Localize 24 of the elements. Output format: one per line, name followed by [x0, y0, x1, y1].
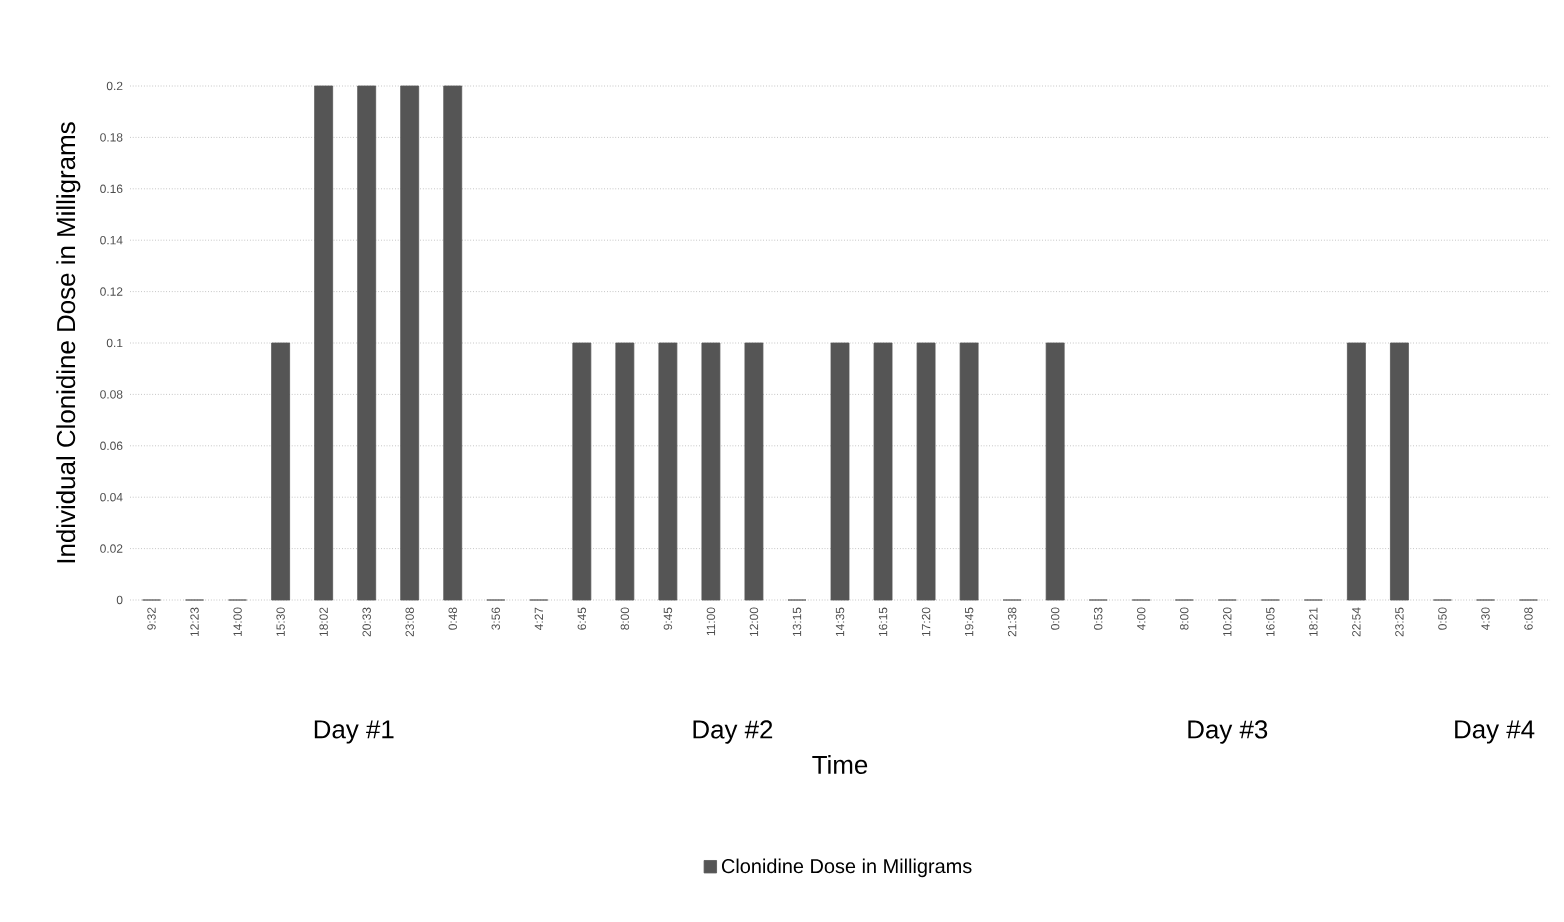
bar	[701, 342, 721, 601]
text: Day #2	[693, 720, 773, 744]
bar	[400, 85, 420, 601]
legend-label: Clonidine Dose in Milligrams	[721, 858, 972, 878]
bar	[744, 342, 764, 601]
text: Day #1	[314, 720, 394, 744]
y-axis-title: Individual Clonidine Dose in Milligrams	[56, 122, 81, 563]
bar	[1346, 342, 1366, 601]
bar	[572, 342, 592, 601]
bar	[959, 342, 979, 601]
bar	[443, 85, 463, 601]
bar	[830, 342, 850, 601]
text: Day #3	[1188, 720, 1268, 744]
x-axis-title: Time	[812, 754, 868, 774]
bar	[1045, 342, 1065, 601]
text: Day #4	[1455, 720, 1535, 744]
bar	[357, 85, 377, 601]
bar	[314, 85, 334, 601]
bar	[615, 342, 635, 601]
bar	[1390, 342, 1409, 601]
bar	[658, 342, 678, 601]
bar	[271, 342, 291, 601]
bar	[916, 342, 936, 601]
bar	[873, 342, 893, 601]
